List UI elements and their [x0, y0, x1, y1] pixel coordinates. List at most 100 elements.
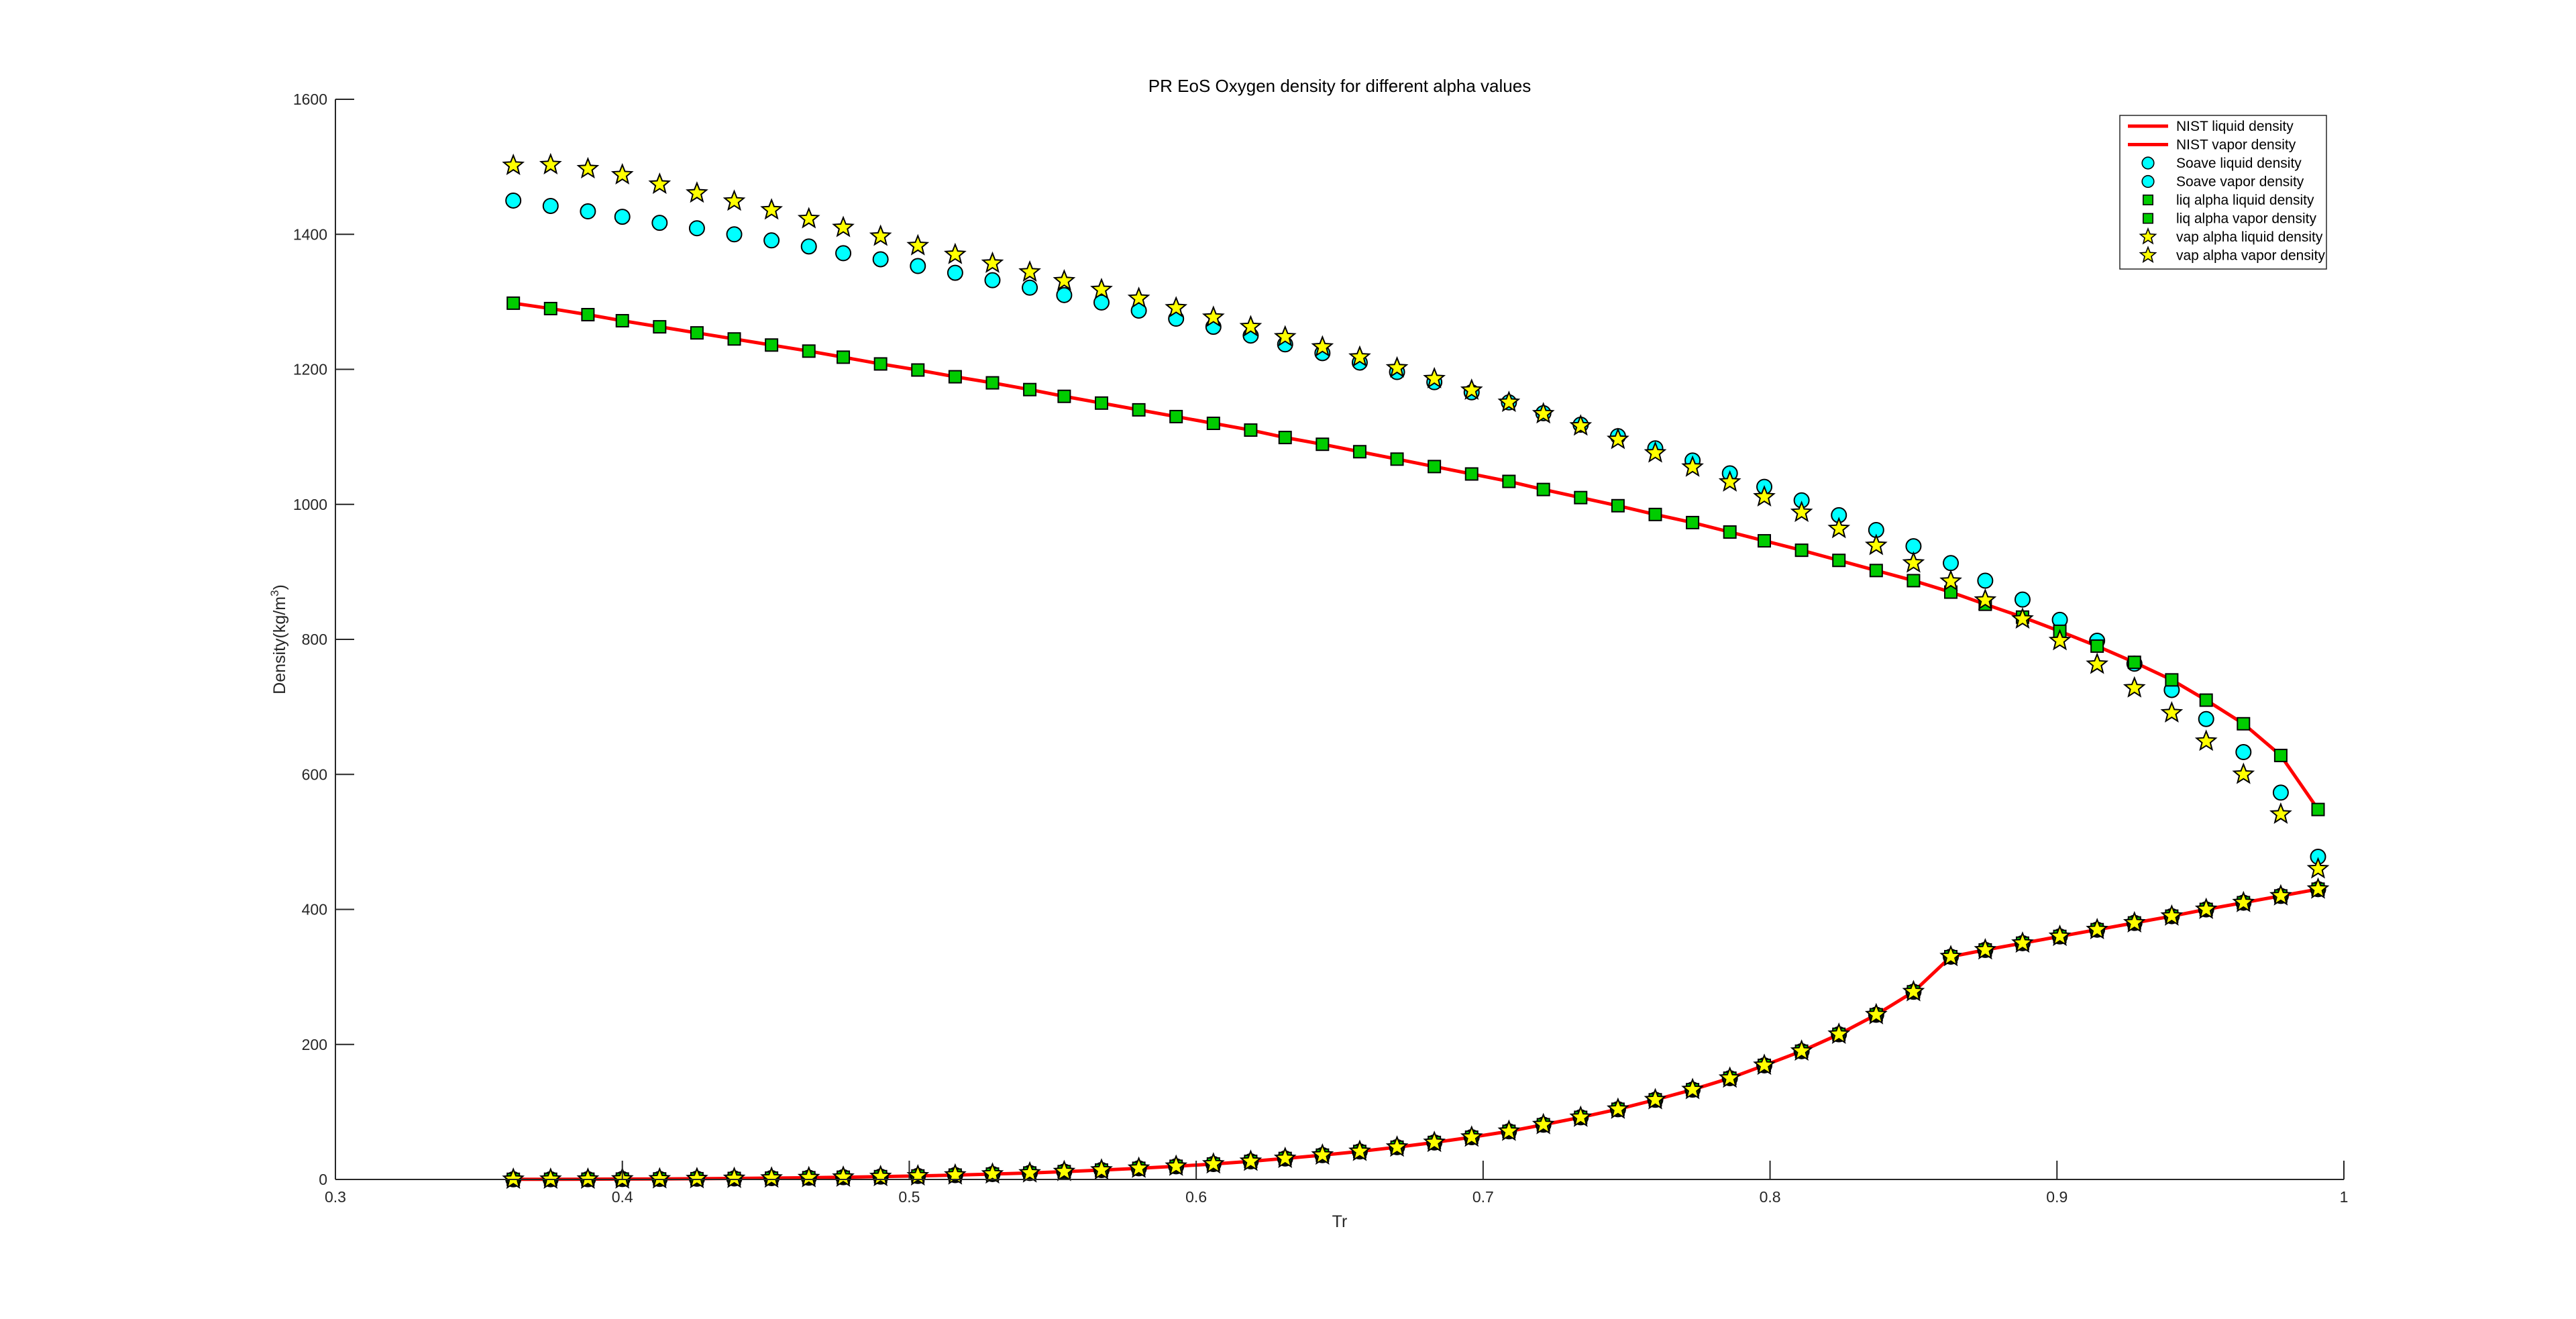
legend-label: Soave vapor density [2176, 174, 2304, 190]
x-tick-label: 0.5 [898, 1188, 920, 1206]
x-tick-label: 0.8 [1760, 1188, 1781, 1206]
x-tick-label: 0.9 [2046, 1188, 2068, 1206]
liq-alpha-liquid-density-point [507, 297, 519, 309]
liq-alpha-liquid-density-point [1466, 468, 1478, 480]
y-axis-label-end: ) [270, 584, 289, 590]
legend-marker-swatch [2143, 213, 2153, 223]
liq-alpha-liquid-density-point [545, 303, 557, 315]
liq-alpha-liquid-density-point [1316, 438, 1328, 450]
liq-alpha-liquid-density-point [582, 309, 594, 321]
liq-alpha-liquid-density-point [1870, 564, 1882, 576]
soave-liquid-density-point [873, 252, 888, 266]
liq-alpha-liquid-density-point [2091, 640, 2103, 652]
liq-alpha-liquid-density-point [1170, 411, 1182, 423]
liq-alpha-liquid-density-point [691, 327, 703, 339]
x-tick-label: 0.6 [1185, 1188, 1207, 1206]
legend-label: Soave liquid density [2176, 156, 2302, 171]
liq-alpha-liquid-density-point [2275, 749, 2287, 761]
soave-liquid-density-point [836, 246, 851, 260]
y-axis-label-main: Density(kg/m [270, 596, 289, 694]
liq-alpha-liquid-density-point [986, 377, 998, 389]
liq-alpha-liquid-density-point [653, 321, 665, 333]
liq-alpha-liquid-density-point [1612, 500, 1624, 512]
soave-liquid-density-point [690, 221, 704, 235]
liq-alpha-liquid-density-point [1574, 492, 1587, 504]
soave-liquid-density-point [543, 199, 558, 213]
soave-liquid-density-point [727, 227, 742, 242]
liq-alpha-liquid-density-point [2165, 674, 2178, 686]
liq-alpha-liquid-density-point [1538, 484, 1550, 496]
y-axis-label-superscript: 3 [268, 590, 281, 596]
soave-liquid-density-point [764, 233, 779, 248]
liq-alpha-liquid-density-point [875, 358, 887, 370]
liq-alpha-liquid-density-point [837, 351, 849, 363]
soave-liquid-density-point [1978, 573, 1992, 588]
legend-marker-swatch [2143, 195, 2153, 205]
x-tick-label: 1 [2340, 1188, 2349, 1206]
legend-marker-swatch [2142, 157, 2154, 169]
liq-alpha-liquid-density-point [1244, 424, 1256, 436]
soave-liquid-density-point [506, 193, 521, 208]
x-axis-label: Tr [1332, 1212, 1348, 1231]
soave-liquid-density-point [580, 204, 595, 219]
liq-alpha-liquid-density-point [949, 371, 961, 383]
y-axis-label: Density(kg/m3) [268, 584, 289, 694]
y-tick-label: 1000 [293, 496, 327, 513]
soave-liquid-density-point [1022, 280, 1037, 295]
x-tick-label: 0.3 [325, 1188, 346, 1206]
liq-alpha-liquid-density-point [2312, 804, 2324, 816]
soave-liquid-density-point [652, 215, 667, 230]
liq-alpha-liquid-density-point [765, 339, 777, 351]
y-tick-label: 1400 [293, 225, 327, 243]
liq-alpha-liquid-density-point [1907, 574, 1919, 586]
liq-alpha-liquid-density-point [1649, 509, 1661, 521]
soave-liquid-density-point [2236, 745, 2251, 759]
liq-alpha-liquid-density-point [2129, 656, 2141, 668]
legend-label: NIST vapor density [2176, 138, 2296, 153]
liq-alpha-liquid-density-point [912, 364, 924, 376]
legend-label: NIST liquid density [2176, 119, 2294, 134]
y-tick-label: 800 [302, 631, 327, 648]
liq-alpha-liquid-density-point [1133, 404, 1145, 416]
liq-alpha-liquid-density-point [1058, 390, 1070, 403]
liq-alpha-liquid-density-point [1724, 526, 1736, 538]
liq-alpha-liquid-density-point [729, 333, 741, 345]
liq-alpha-liquid-density-point [2237, 718, 2249, 730]
liq-alpha-liquid-density-point [1391, 453, 1403, 465]
soave-liquid-density-point [985, 273, 1000, 288]
y-tick-label: 200 [302, 1036, 327, 1053]
liq-alpha-liquid-density-point [616, 315, 629, 327]
liq-alpha-liquid-density-point [803, 345, 815, 357]
liq-alpha-liquid-density-point [1758, 535, 1770, 547]
liq-alpha-liquid-density-point [1354, 445, 1366, 458]
liq-alpha-liquid-density-point [1428, 460, 1440, 472]
liq-alpha-liquid-density-point [1503, 476, 1515, 488]
soave-liquid-density-point [615, 209, 630, 224]
chart-title: PR EoS Oxygen density for different alph… [1148, 76, 1531, 96]
liq-alpha-liquid-density-point [1208, 417, 1220, 429]
soave-liquid-density-point [2273, 785, 2288, 800]
soave-liquid-density-point [910, 259, 925, 274]
legend-label: vap alpha liquid density [2176, 229, 2323, 245]
legend-label: liq alpha vapor density [2176, 211, 2316, 227]
x-tick-label: 0.4 [612, 1188, 633, 1206]
x-tick-label: 0.7 [1472, 1188, 1494, 1206]
liq-alpha-liquid-density-point [2200, 694, 2212, 706]
legend-label: vap alpha vapor density [2176, 248, 2325, 264]
y-tick-label: 400 [302, 901, 327, 918]
soave-liquid-density-point [1057, 288, 1071, 303]
soave-liquid-density-point [2199, 712, 2214, 727]
soave-liquid-density-point [2015, 592, 2030, 607]
y-tick-label: 600 [302, 766, 327, 783]
liq-alpha-liquid-density-point [1833, 554, 1845, 566]
legend-marker-swatch [2142, 176, 2154, 188]
y-tick-label: 1200 [293, 361, 327, 378]
soave-liquid-density-point [802, 239, 816, 254]
soave-liquid-density-point [1943, 556, 1958, 570]
plot-area [335, 99, 2344, 1179]
liq-alpha-liquid-density-point [1279, 431, 1291, 443]
y-tick-label: 0 [319, 1171, 327, 1188]
y-tick-label: 1600 [293, 91, 327, 108]
soave-liquid-density-point [948, 266, 963, 280]
